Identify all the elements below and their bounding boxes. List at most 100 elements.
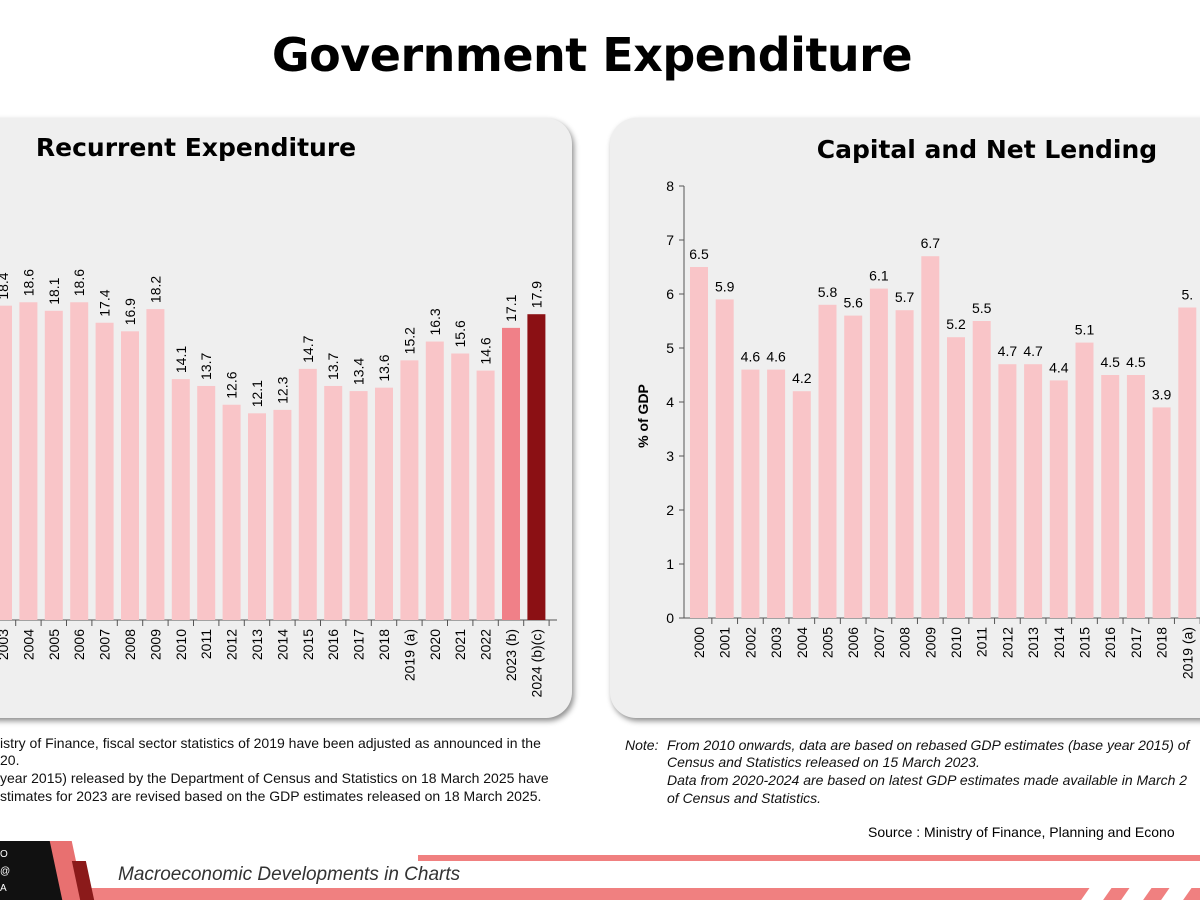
bar: [844, 315, 863, 618]
data-label: 18.6: [71, 269, 87, 296]
data-label: 18.6: [20, 269, 36, 296]
x-tick-label: 2017: [1128, 627, 1144, 658]
x-tick-label: 2002: [742, 627, 758, 658]
x-tick-label: 2023 (b): [503, 629, 519, 681]
bar: [324, 385, 343, 620]
bar: [1049, 380, 1068, 618]
left-note-line: stimates for 2023 are revised based on t…: [0, 788, 542, 804]
x-tick-label: 2015: [300, 629, 316, 660]
x-tick-label: 2010: [948, 627, 964, 658]
x-tick-label: 2006: [845, 627, 861, 658]
data-label: 14.6: [478, 337, 494, 364]
data-label: 4.7: [998, 343, 1018, 359]
x-tick-label: 2005: [46, 629, 62, 660]
bar: [1152, 407, 1171, 618]
bar: [972, 321, 991, 618]
bar: [767, 369, 786, 618]
y-tick-label: 8: [666, 178, 674, 194]
x-tick-label: 2003: [768, 627, 784, 658]
x-tick-label: 2020: [427, 629, 443, 660]
x-tick-label: 2022: [478, 629, 494, 660]
data-label: 17.1: [503, 294, 519, 321]
right-note-line: of Census and Statistics.: [667, 790, 822, 806]
x-tick-label: 2017: [351, 629, 367, 660]
chart-title: Capital and Net Lending: [817, 135, 1157, 164]
data-label: 4.6: [741, 349, 761, 365]
data-label: 4.7: [1023, 343, 1043, 359]
bar: [947, 337, 965, 618]
x-tick-label: 2014: [1051, 627, 1067, 658]
data-label: 18.1: [46, 277, 62, 304]
source-text: Source : Ministry of Finance, Planning a…: [868, 824, 1175, 840]
data-label: 16.9: [122, 298, 138, 325]
x-tick-label: 2004: [20, 629, 36, 660]
y-tick-label: 4: [666, 394, 674, 410]
left-note-line: 20.: [0, 752, 20, 768]
y-tick-label: 7: [666, 232, 674, 248]
bar: [248, 413, 266, 620]
x-tick-label: 2014: [274, 629, 290, 660]
footer-band: [418, 855, 1200, 861]
x-tick-label: 2007: [97, 629, 113, 660]
data-label: 13.6: [376, 354, 392, 381]
data-label: 4.5: [1126, 354, 1146, 370]
bar: [70, 302, 89, 620]
data-label: 14.7: [300, 335, 316, 362]
data-label: 16.3: [427, 308, 443, 335]
x-tick-label: 2005: [820, 627, 836, 658]
data-label: 18.4: [0, 272, 11, 299]
data-label: 5.6: [843, 295, 863, 311]
bar: [222, 404, 241, 620]
footer-title: Macroeconomic Developments in Charts: [118, 864, 461, 885]
data-label: 12.6: [224, 371, 240, 398]
bar: [1101, 375, 1120, 618]
data-label: 4.6: [766, 349, 786, 365]
data-label: 17.9: [528, 281, 544, 308]
data-label: 13.7: [198, 352, 214, 379]
x-tick-label: 2009: [922, 627, 938, 658]
bar: [792, 391, 811, 618]
y-tick-label: 1: [666, 556, 674, 572]
bar: [869, 288, 888, 618]
data-label: 15.6: [452, 320, 468, 347]
data-label: 3.9: [1152, 386, 1172, 402]
data-label: 17.4: [97, 289, 113, 316]
footer-bottom-band: [0, 888, 1200, 900]
data-label: 18.2: [147, 276, 163, 303]
bar: [44, 310, 63, 620]
data-label: 4.4: [1049, 359, 1069, 375]
x-tick-label: 2011: [198, 629, 214, 659]
bar: [998, 364, 1017, 618]
bar: [400, 360, 419, 620]
bar: [818, 304, 837, 618]
x-tick-label: 2008: [897, 627, 913, 658]
x-tick-label: 2007: [871, 627, 887, 658]
bar: [451, 353, 470, 620]
bar: [741, 369, 760, 618]
data-label: 5.8: [818, 284, 838, 300]
bar: [19, 302, 38, 620]
bar: [146, 309, 165, 620]
data-label: 4.5: [1100, 354, 1120, 370]
y-tick-label: 0: [666, 610, 674, 626]
data-label: 13.4: [351, 358, 367, 385]
x-tick-label: 2008: [122, 629, 138, 660]
recurrent-expenditure-chart: Recurrent Expenditure 18.4 2003 18.6 2004 18.…: [0, 133, 557, 697]
data-label: 4.2: [792, 370, 812, 386]
data-label: 5.: [1181, 287, 1193, 303]
bar: [273, 409, 292, 620]
y-tick-label: 2: [666, 502, 674, 518]
data-label: 5.7: [895, 289, 915, 305]
data-label: 6.1: [869, 268, 889, 284]
x-tick-label: 2013: [249, 629, 265, 660]
data-label: 5.2: [946, 316, 966, 332]
data-label: 5.1: [1075, 322, 1095, 338]
right-note-line: From 2010 onwards, data are based on reb…: [667, 737, 1190, 753]
data-label: 15.2: [401, 327, 417, 354]
bar: [349, 391, 368, 620]
bar: [197, 385, 216, 620]
left-note-line: year 2015) released by the Department of…: [0, 770, 549, 786]
bar: [527, 314, 546, 620]
bar: [1126, 375, 1145, 618]
x-tick-label: 2012: [224, 629, 240, 660]
